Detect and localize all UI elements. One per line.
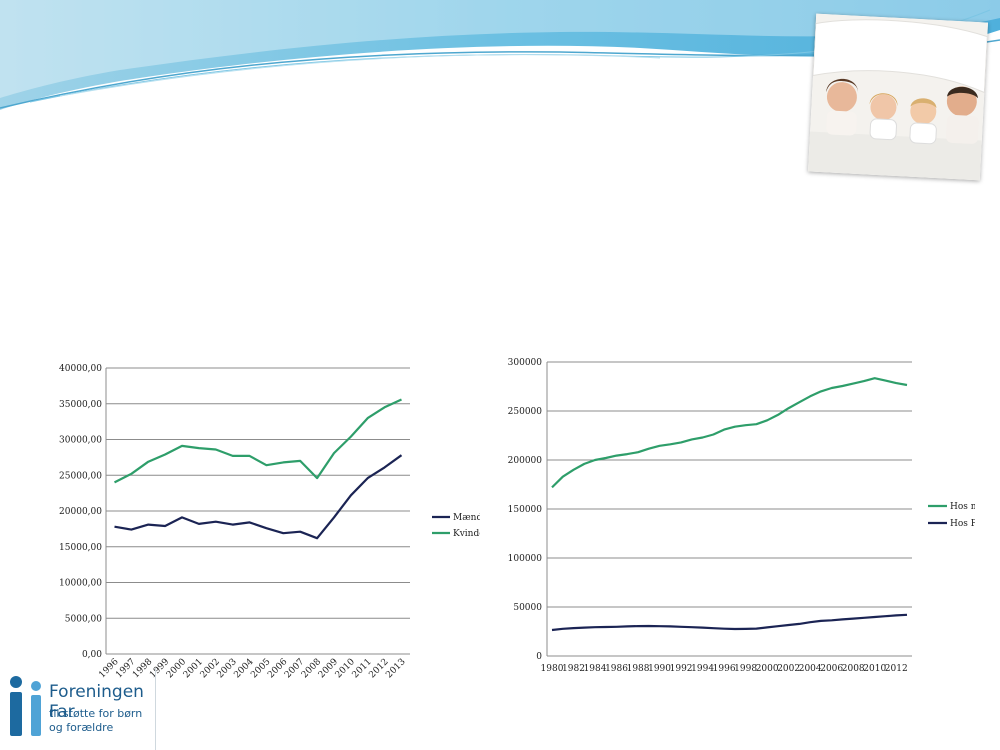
y-tick-label: 10000,00	[59, 579, 102, 589]
y-tick-label: 250000	[508, 407, 543, 417]
chart1-legend: Mænd Kvinder	[432, 513, 480, 539]
x-tick-label: 1986	[605, 664, 628, 674]
logo-figures-icon	[10, 676, 41, 736]
series-line	[551, 377, 908, 489]
y-tick-label: 35000,00	[59, 400, 102, 410]
y-tick-label: 300000	[508, 358, 543, 368]
chart-children-residence: 0 50000 100000 150000 200000 250000 300000 198…	[508, 358, 975, 674]
x-tick-label: 2012	[885, 664, 908, 674]
chart2-y-axis: 0 50000 100000 150000 200000 250000 300000	[508, 358, 543, 662]
y-tick-label: 150000	[508, 505, 543, 515]
y-tick-label: 100000	[508, 554, 543, 564]
x-tick-label: 2010	[863, 664, 886, 674]
y-tick-label: 15000,00	[59, 543, 102, 553]
family-photo	[807, 13, 989, 181]
logo-subtitle-line2: og forældre	[49, 721, 114, 734]
chart2-x-axis: 1980198219841986198819901992199419961998…	[541, 664, 908, 674]
legend-label: Hos mor	[950, 502, 975, 512]
x-tick-label: 2000	[756, 664, 779, 674]
x-tick-label: 1988	[627, 664, 650, 674]
legend-label: Kvinder	[453, 529, 480, 539]
y-tick-label: 30000,00	[59, 436, 102, 446]
y-tick-label: 0	[536, 652, 542, 662]
chart1-series	[114, 398, 403, 540]
x-tick-label: 2013	[384, 657, 407, 680]
chart-income-by-gender: 0,00 5000,00 10000,00 15000,00 20000,00 25000…	[59, 364, 480, 680]
x-tick-label: 2008	[842, 664, 865, 674]
logo-subtitle-line1: til støtte for børn	[49, 707, 143, 720]
logo-divider	[155, 668, 156, 750]
x-tick-label: 1984	[584, 664, 607, 674]
chart1-gridlines	[105, 367, 410, 655]
x-tick-label: 2006	[820, 664, 843, 674]
y-tick-label: 5000,00	[65, 614, 102, 624]
y-tick-label: 200000	[508, 456, 543, 466]
x-tick-label: 1990	[648, 664, 671, 674]
y-tick-label: 20000,00	[59, 507, 102, 517]
x-tick-label: 1998	[734, 664, 757, 674]
x-tick-label: 1996	[713, 664, 736, 674]
series-line	[114, 454, 403, 540]
foreningen-far-logo: Foreningen Far til støtte for børn og fo…	[0, 668, 160, 750]
chart1-y-axis: 0,00 5000,00 10000,00 15000,00 20000,00 25000…	[59, 364, 102, 660]
series-line	[551, 613, 908, 632]
y-tick-label: 25000,00	[59, 471, 102, 481]
chart2-series	[551, 377, 908, 632]
legend-label: Mænd	[453, 513, 480, 523]
x-tick-label: 1994	[691, 664, 714, 674]
y-tick-label: 0,00	[82, 650, 102, 660]
y-tick-label: 50000	[513, 603, 542, 613]
logo-title: Foreningen Far	[49, 682, 144, 722]
family-photo-icon	[807, 13, 989, 181]
chart2-legend: Hos mor Hos Far	[928, 502, 975, 529]
y-tick-label: 40000,00	[59, 364, 102, 374]
series-line	[114, 398, 402, 484]
legend-label: Hos Far	[950, 519, 975, 529]
x-tick-label: 1992	[670, 664, 693, 674]
chart2-gridlines	[546, 361, 912, 657]
x-tick-label: 2002	[777, 664, 800, 674]
x-tick-label: 2004	[799, 664, 822, 674]
x-tick-label: 1980	[541, 664, 564, 674]
x-tick-label: 1982	[562, 664, 585, 674]
